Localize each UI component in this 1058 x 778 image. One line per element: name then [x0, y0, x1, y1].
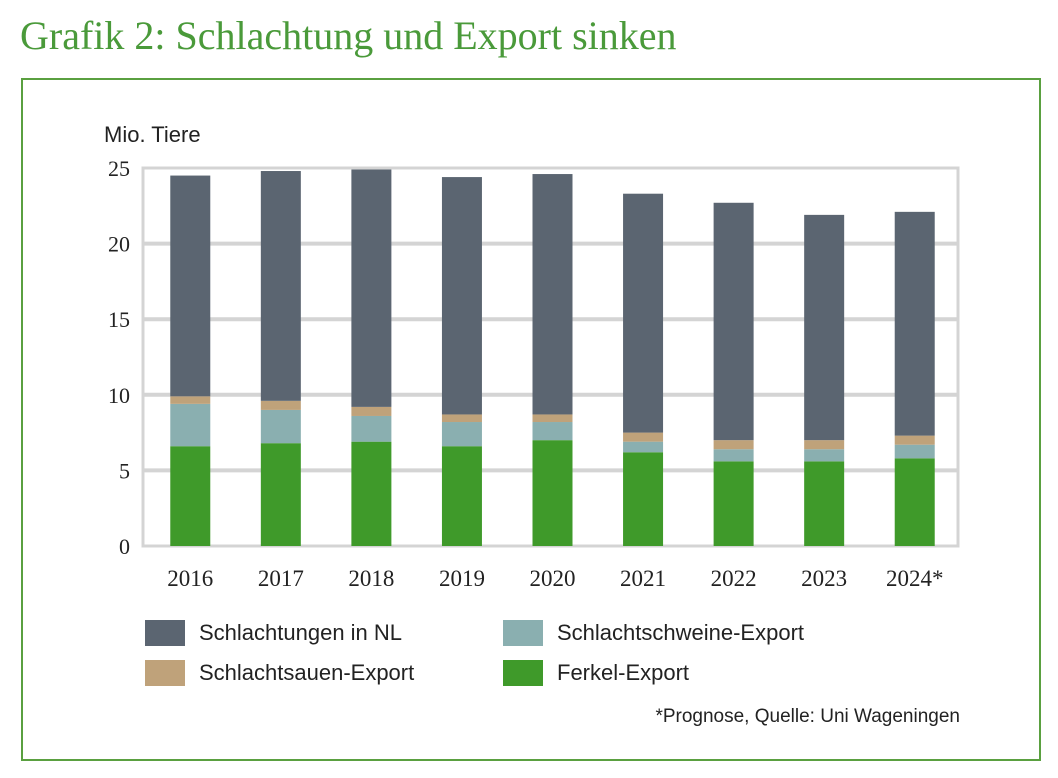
bar-segment — [532, 422, 573, 441]
bar-segment — [260, 409, 301, 444]
y-tick-label: 15 — [108, 307, 130, 332]
bar-segment — [623, 452, 664, 546]
x-tick-label: 2021 — [620, 566, 666, 591]
bar-segment — [260, 171, 301, 401]
bar-segment — [351, 169, 392, 407]
legend-label: Ferkel-Export — [557, 660, 690, 685]
x-tick-label: 2019 — [439, 566, 485, 591]
legend-label: Schlachtschweine-Export — [557, 620, 805, 645]
bar-segment — [804, 440, 845, 450]
legend-item-schlachtungen: Schlachtungen in NL — [145, 620, 402, 646]
legend-swatch — [503, 620, 543, 646]
bar-segment — [713, 449, 754, 462]
chart-frame — [21, 78, 1041, 761]
bar-segment — [713, 202, 754, 441]
bar-segment — [351, 406, 392, 416]
bar-segment — [713, 461, 754, 546]
x-tick-label: 2016 — [167, 566, 213, 591]
legend-label: Schlachtungen in NL — [199, 620, 403, 645]
y-tick-label: 5 — [119, 458, 130, 483]
y-tick-label: 10 — [108, 383, 130, 408]
y-tick-label: 25 — [108, 156, 130, 181]
x-tick-label: 2022 — [711, 566, 757, 591]
bar-segment — [260, 400, 301, 410]
bar-segment — [894, 211, 935, 436]
bar-segment — [441, 446, 482, 546]
source-note: *Prognose, Quelle: Uni Wageningen — [655, 706, 960, 727]
legend-label: Schlachtsauen-Export — [199, 660, 415, 685]
y-tick-label: 20 — [108, 232, 130, 257]
bar-segment — [170, 396, 211, 404]
bar-segment — [623, 432, 664, 442]
bar-segment — [351, 441, 392, 546]
bar-segment — [804, 461, 845, 546]
chart-title: Grafik 2: Schlachtung und Export sinken — [20, 13, 677, 58]
bar-segment — [713, 440, 754, 450]
bar-segment — [351, 415, 392, 442]
x-tick-label: 2024* — [886, 566, 944, 591]
bar-segment — [170, 446, 211, 546]
legend-item-schlachtschweine: Schlachtschweine-Export — [503, 620, 804, 646]
bar-segment — [532, 440, 573, 546]
bar-segment — [170, 403, 211, 447]
bar-segment — [623, 193, 664, 433]
legend-swatch — [145, 660, 185, 686]
bar-segment — [441, 422, 482, 447]
bar-segment — [170, 175, 211, 397]
x-tick-label: 2017 — [258, 566, 304, 591]
bar-segment — [894, 458, 935, 546]
bar-segment — [623, 441, 664, 453]
bar-segment — [804, 214, 845, 441]
y-tick-label: 0 — [119, 534, 130, 559]
bar-segment — [260, 443, 301, 546]
x-tick-label: 2020 — [530, 566, 576, 591]
bar-segment — [441, 177, 482, 415]
bar-segment — [804, 449, 845, 462]
y-axis-label: Mio. Tiere — [104, 122, 201, 147]
x-tick-label: 2023 — [801, 566, 847, 591]
bar-segment — [441, 414, 482, 423]
x-tick-label: 2018 — [348, 566, 394, 591]
legend-item-schlachtsauen: Schlachtsauen-Export — [145, 660, 414, 686]
legend-swatch — [145, 620, 185, 646]
bar-segment — [532, 414, 573, 423]
legend-swatch — [503, 660, 543, 686]
bar-segment — [894, 435, 935, 445]
bar-segment — [532, 174, 573, 415]
bar-segment — [894, 444, 935, 459]
legend-item-ferkel: Ferkel-Export — [503, 660, 689, 686]
